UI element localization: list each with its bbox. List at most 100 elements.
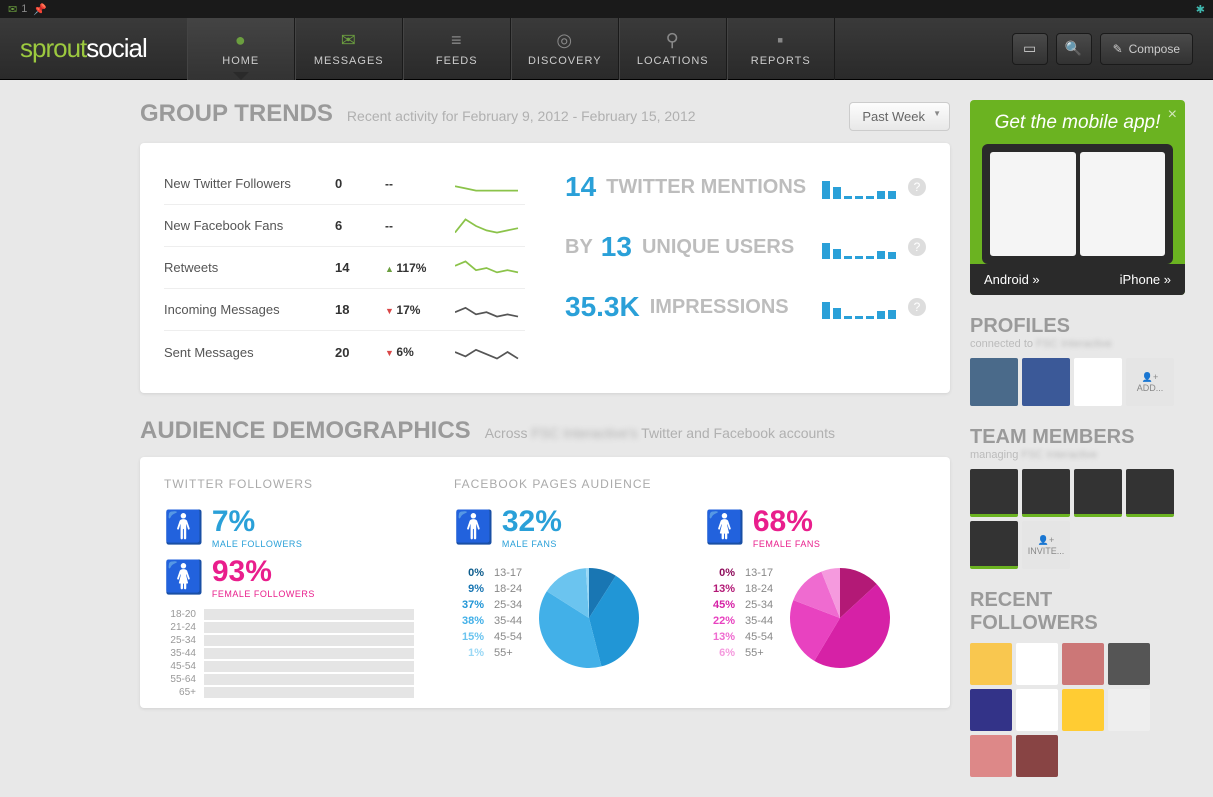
sparkline [455, 211, 525, 241]
add-profile-button[interactable]: 👤+ ADD... [1126, 358, 1174, 406]
nav-feeds[interactable]: ≡FEEDS [403, 18, 511, 80]
follower-tile[interactable] [1016, 735, 1058, 777]
group-trends-card: New Twitter Followers0--New Facebook Fan… [140, 143, 950, 393]
twitter-followers-label: TWITTER FOLLOWERS [164, 477, 414, 491]
team-title: TEAM MEMBERS [970, 426, 1185, 449]
nav-icon: ▪ [777, 30, 784, 51]
age-bar-row: 45-54 [164, 661, 414, 672]
stat-bars [822, 295, 896, 319]
team-member-tile[interactable] [1022, 469, 1070, 517]
mobile-app-promo: × Get the mobile app! Android » iPhone » [970, 100, 1185, 295]
plus-icon: 👤+ [1142, 372, 1158, 383]
age-bar-row: 25-34 [164, 635, 414, 646]
demographics-title: AUDIENCE DEMOGRAPHICS [140, 417, 471, 445]
follower-tile[interactable] [1062, 643, 1104, 685]
follower-tile[interactable] [1062, 689, 1104, 731]
profile-tile[interactable] [1074, 358, 1122, 406]
sparkline [455, 295, 525, 325]
female-icon: 🚺 [705, 508, 745, 546]
card-button[interactable]: ▭ [1012, 33, 1048, 65]
main-navbar: sproutsocial ●HOME✉MESSAGES≡FEEDS◎DISCOV… [0, 18, 1213, 80]
trend-row: New Twitter Followers0-- [164, 163, 525, 205]
stat-bars [822, 175, 896, 199]
trend-row: Retweets14117% [164, 247, 525, 289]
followers-title: RECENT FOLLOWERS [970, 589, 1185, 635]
invite-member-button[interactable]: 👤+ INVITE... [1022, 521, 1070, 569]
nav-discovery[interactable]: ◎DISCOVERY [511, 18, 619, 80]
follower-tile[interactable] [970, 643, 1012, 685]
group-trends-title: GROUP TRENDS [140, 100, 333, 128]
top-status-bar: ✉ 1 📌 ✱ [0, 0, 1213, 18]
age-bar-row: 18-20 [164, 609, 414, 620]
sparkline [455, 253, 525, 283]
age-bar-row: 65+ [164, 687, 414, 698]
promo-title: Get the mobile app! [982, 112, 1173, 134]
iphone-link[interactable]: iPhone » [1120, 272, 1171, 287]
android-link[interactable]: Android » [984, 272, 1040, 287]
follower-tile[interactable] [970, 689, 1012, 731]
mail-count: 1 [21, 3, 27, 15]
follower-tile[interactable] [1108, 689, 1150, 731]
pin-icon[interactable]: 📌 [33, 3, 47, 16]
pie-chart [534, 563, 644, 673]
age-breakdown-row: 13%45-54 [705, 631, 773, 643]
trend-row: New Facebook Fans6-- [164, 205, 525, 247]
compose-icon: ✎ [1113, 42, 1123, 56]
male-icon: 🚹 [164, 508, 204, 546]
promo-phones-image [982, 144, 1173, 264]
stat-bars [822, 235, 896, 259]
age-breakdown-row: 1%55+ [454, 647, 522, 659]
age-breakdown-row: 6%55+ [705, 647, 773, 659]
trend-row: Incoming Messages1817% [164, 289, 525, 331]
asterisk-icon[interactable]: ✱ [1196, 3, 1205, 16]
brand-logo[interactable]: sproutsocial [20, 33, 147, 64]
female-icon: 🚺 [164, 558, 204, 596]
team-member-tile[interactable] [970, 521, 1018, 569]
nav-icon: ✉ [341, 30, 357, 51]
twitter-male-pct: 7% [212, 505, 303, 539]
age-breakdown-row: 22%35-44 [705, 615, 773, 627]
team-member-tile[interactable] [970, 469, 1018, 517]
age-breakdown-row: 9%18-24 [454, 583, 522, 595]
follower-tile[interactable] [1108, 643, 1150, 685]
follower-tile[interactable] [1016, 689, 1058, 731]
profiles-sub: connected to FSC Interactive [970, 338, 1185, 350]
team-member-tile[interactable] [1126, 469, 1174, 517]
compose-button[interactable]: ✎ Compose [1100, 33, 1193, 65]
profiles-title: PROFILES [970, 315, 1185, 338]
timeframe-select[interactable]: Past Week [849, 102, 950, 131]
pie-chart [785, 563, 895, 673]
search-button[interactable]: 🔍 [1056, 33, 1092, 65]
team-sub: managing FSC Interactive [970, 449, 1185, 461]
follower-tile[interactable] [1016, 643, 1058, 685]
twitter-female-pct: 93% [212, 555, 315, 589]
help-icon[interactable]: ? [908, 298, 926, 316]
nav-home[interactable]: ●HOME [187, 18, 295, 80]
age-breakdown-row: 0%13-17 [705, 567, 773, 579]
nav-reports[interactable]: ▪REPORTS [727, 18, 835, 80]
profile-tile[interactable] [970, 358, 1018, 406]
stat-row: BY13UNIQUE USERS? [565, 231, 926, 263]
nav-icon: ● [235, 30, 247, 51]
age-breakdown-row: 38%35-44 [454, 615, 522, 627]
age-breakdown-row: 45%25-34 [705, 599, 773, 611]
profile-tile[interactable] [1022, 358, 1070, 406]
age-bar-row: 35-44 [164, 648, 414, 659]
team-member-tile[interactable] [1074, 469, 1122, 517]
nav-messages[interactable]: ✉MESSAGES [295, 18, 403, 80]
nav-icon: ◎ [556, 30, 573, 51]
age-bar-row: 55-64 [164, 674, 414, 685]
age-breakdown-row: 13%18-24 [705, 583, 773, 595]
male-icon: 🚹 [454, 508, 494, 546]
demographics-subtitle: Across FSC Interactive's Twitter and Fac… [485, 425, 835, 441]
age-bar-row: 21-24 [164, 622, 414, 633]
nav-locations[interactable]: ⚲LOCATIONS [619, 18, 727, 80]
twitter-female-label: FEMALE FOLLOWERS [212, 589, 315, 599]
help-icon[interactable]: ? [908, 238, 926, 256]
mail-icon[interactable]: ✉ [8, 3, 17, 16]
promo-close-icon[interactable]: × [1168, 106, 1177, 124]
follower-tile[interactable] [970, 735, 1012, 777]
sparkline [455, 337, 525, 367]
help-icon[interactable]: ? [908, 178, 926, 196]
twitter-male-label: MALE FOLLOWERS [212, 539, 303, 549]
